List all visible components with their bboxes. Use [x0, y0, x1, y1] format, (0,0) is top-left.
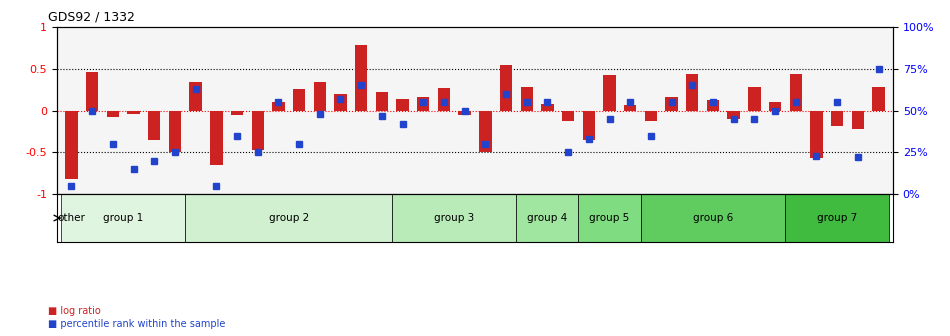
Bar — [148, 111, 161, 140]
Text: group 5: group 5 — [589, 213, 630, 223]
Text: group 7: group 7 — [817, 213, 857, 223]
Text: other: other — [57, 213, 86, 223]
Bar — [561, 111, 575, 121]
FancyBboxPatch shape — [517, 194, 579, 242]
Bar — [417, 97, 429, 111]
Bar — [231, 111, 243, 115]
FancyBboxPatch shape — [786, 194, 889, 242]
Text: group 6: group 6 — [693, 213, 733, 223]
Bar — [252, 111, 264, 150]
Bar — [334, 94, 347, 111]
Bar — [438, 88, 450, 111]
Bar — [127, 111, 140, 114]
Bar — [686, 74, 698, 111]
Bar — [665, 97, 677, 111]
Bar — [273, 102, 285, 111]
FancyBboxPatch shape — [579, 194, 640, 242]
Bar — [86, 72, 99, 111]
Bar — [769, 102, 781, 111]
Bar — [355, 45, 368, 111]
Bar — [749, 87, 761, 111]
Text: GDS92 / 1332: GDS92 / 1332 — [48, 10, 134, 23]
Bar — [542, 104, 554, 111]
Text: group 2: group 2 — [269, 213, 309, 223]
FancyBboxPatch shape — [640, 194, 786, 242]
Bar — [521, 87, 533, 111]
Bar — [396, 99, 408, 111]
Bar — [582, 111, 595, 140]
Bar — [375, 92, 389, 111]
Bar — [106, 111, 119, 117]
Bar — [831, 111, 844, 126]
Bar — [459, 111, 471, 115]
Bar — [810, 111, 823, 158]
Text: group 3: group 3 — [434, 213, 474, 223]
FancyBboxPatch shape — [185, 194, 392, 242]
Bar — [872, 87, 884, 111]
Text: ■ percentile rank within the sample: ■ percentile rank within the sample — [48, 319, 225, 329]
Bar — [479, 111, 491, 152]
Bar — [169, 111, 181, 152]
Bar — [210, 111, 222, 165]
Bar — [293, 89, 305, 111]
Bar — [500, 65, 512, 111]
Bar — [728, 111, 740, 119]
Text: group 1: group 1 — [104, 213, 143, 223]
Bar — [707, 100, 719, 111]
Bar — [851, 111, 864, 129]
Bar — [603, 75, 616, 111]
Bar — [645, 111, 657, 121]
Text: ■ log ratio: ■ log ratio — [48, 306, 101, 316]
Bar — [189, 82, 201, 111]
Bar — [624, 104, 636, 111]
Bar — [314, 82, 326, 111]
FancyBboxPatch shape — [392, 194, 517, 242]
FancyBboxPatch shape — [61, 194, 185, 242]
Text: group 4: group 4 — [527, 213, 567, 223]
Bar — [789, 74, 802, 111]
Bar — [66, 111, 78, 179]
